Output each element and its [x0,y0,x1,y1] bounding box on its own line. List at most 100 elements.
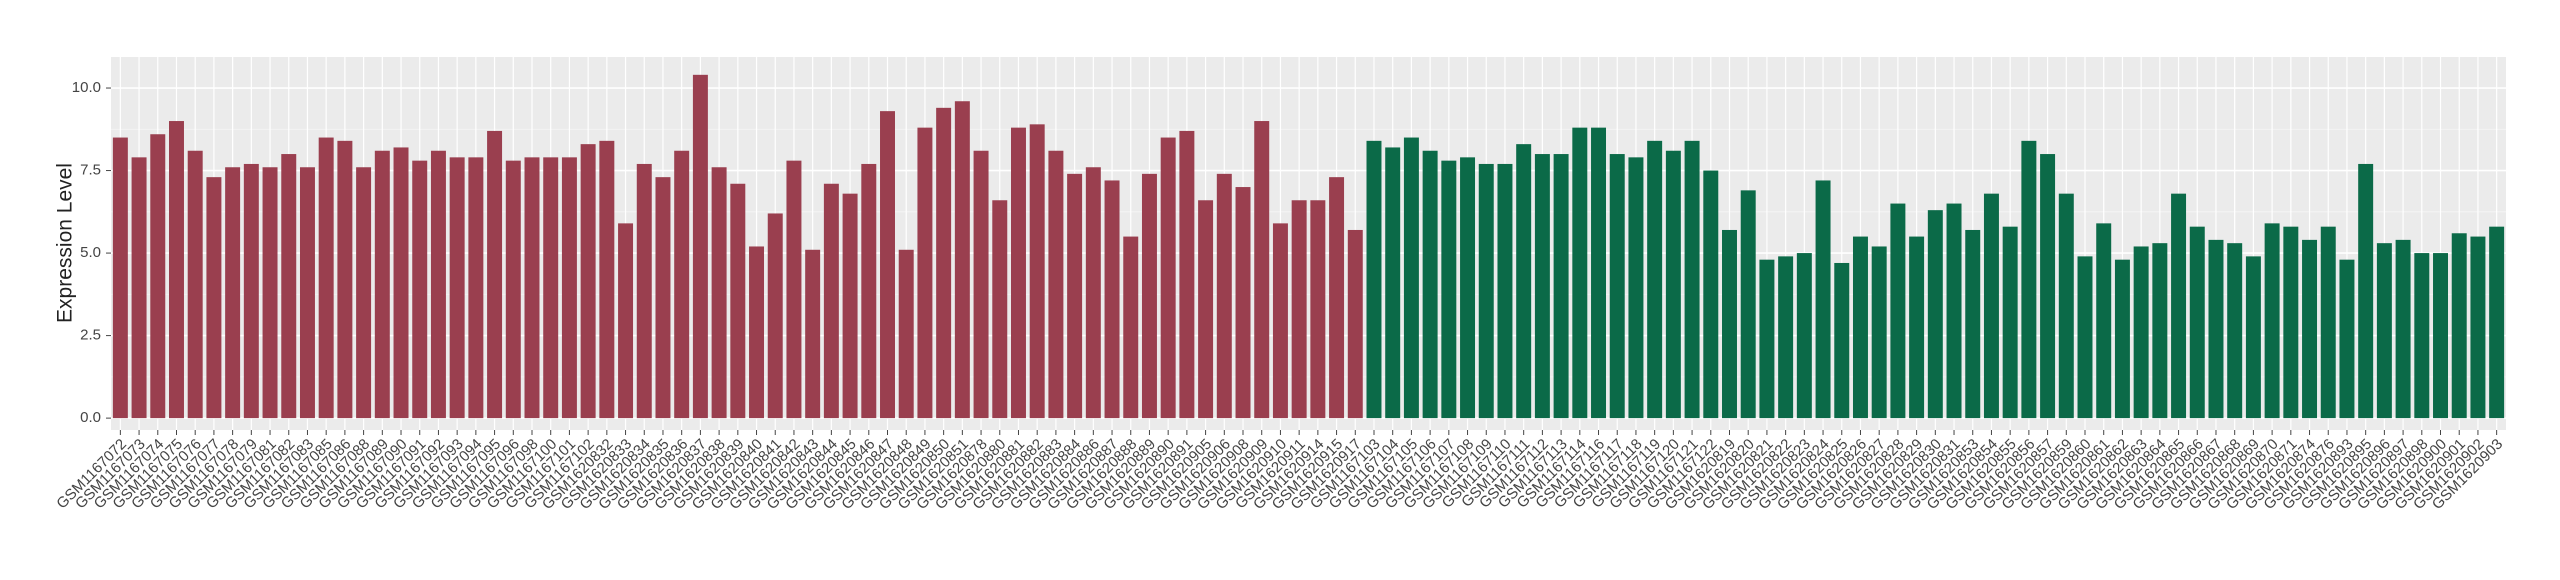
bar [2171,193,2187,419]
bar [2451,233,2467,419]
bar [543,157,559,419]
bar [1235,187,1251,419]
bar [262,167,278,419]
bar [2077,256,2093,419]
bar [1647,140,1663,419]
bar [206,177,222,419]
bar [2189,226,2205,419]
bar [1291,200,1307,419]
bar [1085,167,1101,419]
bar [430,150,446,419]
bar [1403,137,1419,419]
bar [1591,127,1607,419]
bar [374,150,390,419]
bar [599,140,615,419]
bar [2002,226,2018,419]
bar [468,157,484,419]
y-tick-label: 10.0 [72,79,101,96]
bar [692,74,708,419]
bar [1852,236,1868,419]
bar [1123,236,1139,419]
y-tick-label: 0.0 [80,409,101,426]
bar [674,150,690,419]
y-tick-label: 5.0 [80,244,101,261]
bar [636,163,652,419]
bar [2114,259,2130,419]
bar [1067,173,1083,419]
bar [1890,203,1906,419]
bar [1198,200,1214,419]
bar [1909,236,1925,419]
bar [954,101,970,419]
bar [318,137,334,419]
bar [2096,223,2112,419]
bar [730,183,746,419]
bar [2227,243,2243,419]
bar [2302,239,2318,419]
bar [1310,200,1326,419]
bar [2489,226,2505,419]
bar [2264,223,2280,419]
bar [337,140,353,419]
bar [1778,256,1794,419]
bar [1254,121,1270,419]
bar [2414,253,2430,419]
bar [861,163,877,419]
bar [1834,262,1850,419]
bar [749,246,765,419]
y-tick-label: 7.5 [80,162,101,179]
bar [1665,150,1681,419]
bar [711,167,727,419]
bar [299,167,315,419]
bar [225,167,241,419]
bar [1441,160,1457,419]
bar [880,111,895,419]
bar [1216,173,1232,419]
bar [1272,223,1288,419]
bar [1478,163,1494,419]
bar [2358,163,2374,419]
bar [393,147,409,419]
bar [823,183,839,419]
bar [1927,210,1943,419]
bar [281,154,297,419]
bar [1703,170,1719,419]
bar [898,249,914,419]
bar [1010,127,1026,419]
bar [1871,246,1887,419]
bar [936,107,952,419]
bar [767,213,783,419]
bar [1684,140,1700,419]
bar [805,249,821,419]
bar [524,157,540,419]
bar [2208,239,2224,419]
bar [842,193,858,419]
bar [973,150,989,419]
bar [2152,243,2168,419]
bar [1983,193,1999,419]
bar [1422,150,1438,419]
bar [2395,239,2411,419]
bar [2021,140,2037,419]
bar [1460,157,1476,419]
bar [1160,137,1176,419]
bar [580,144,596,419]
bar [992,200,1008,419]
bar [131,157,147,419]
bar [243,163,259,419]
bar [505,160,521,419]
bar [1740,190,1756,419]
bar [2283,226,2299,419]
bar [2376,243,2392,419]
bar [169,121,184,419]
bar [1965,229,1981,419]
bar [2339,259,2355,419]
bar [561,157,577,419]
bar [1179,130,1195,419]
bar [187,150,203,419]
bar [1497,163,1513,419]
bar [1946,203,1962,419]
bar [618,223,634,419]
bar [1048,150,1064,419]
bar [1628,157,1644,419]
